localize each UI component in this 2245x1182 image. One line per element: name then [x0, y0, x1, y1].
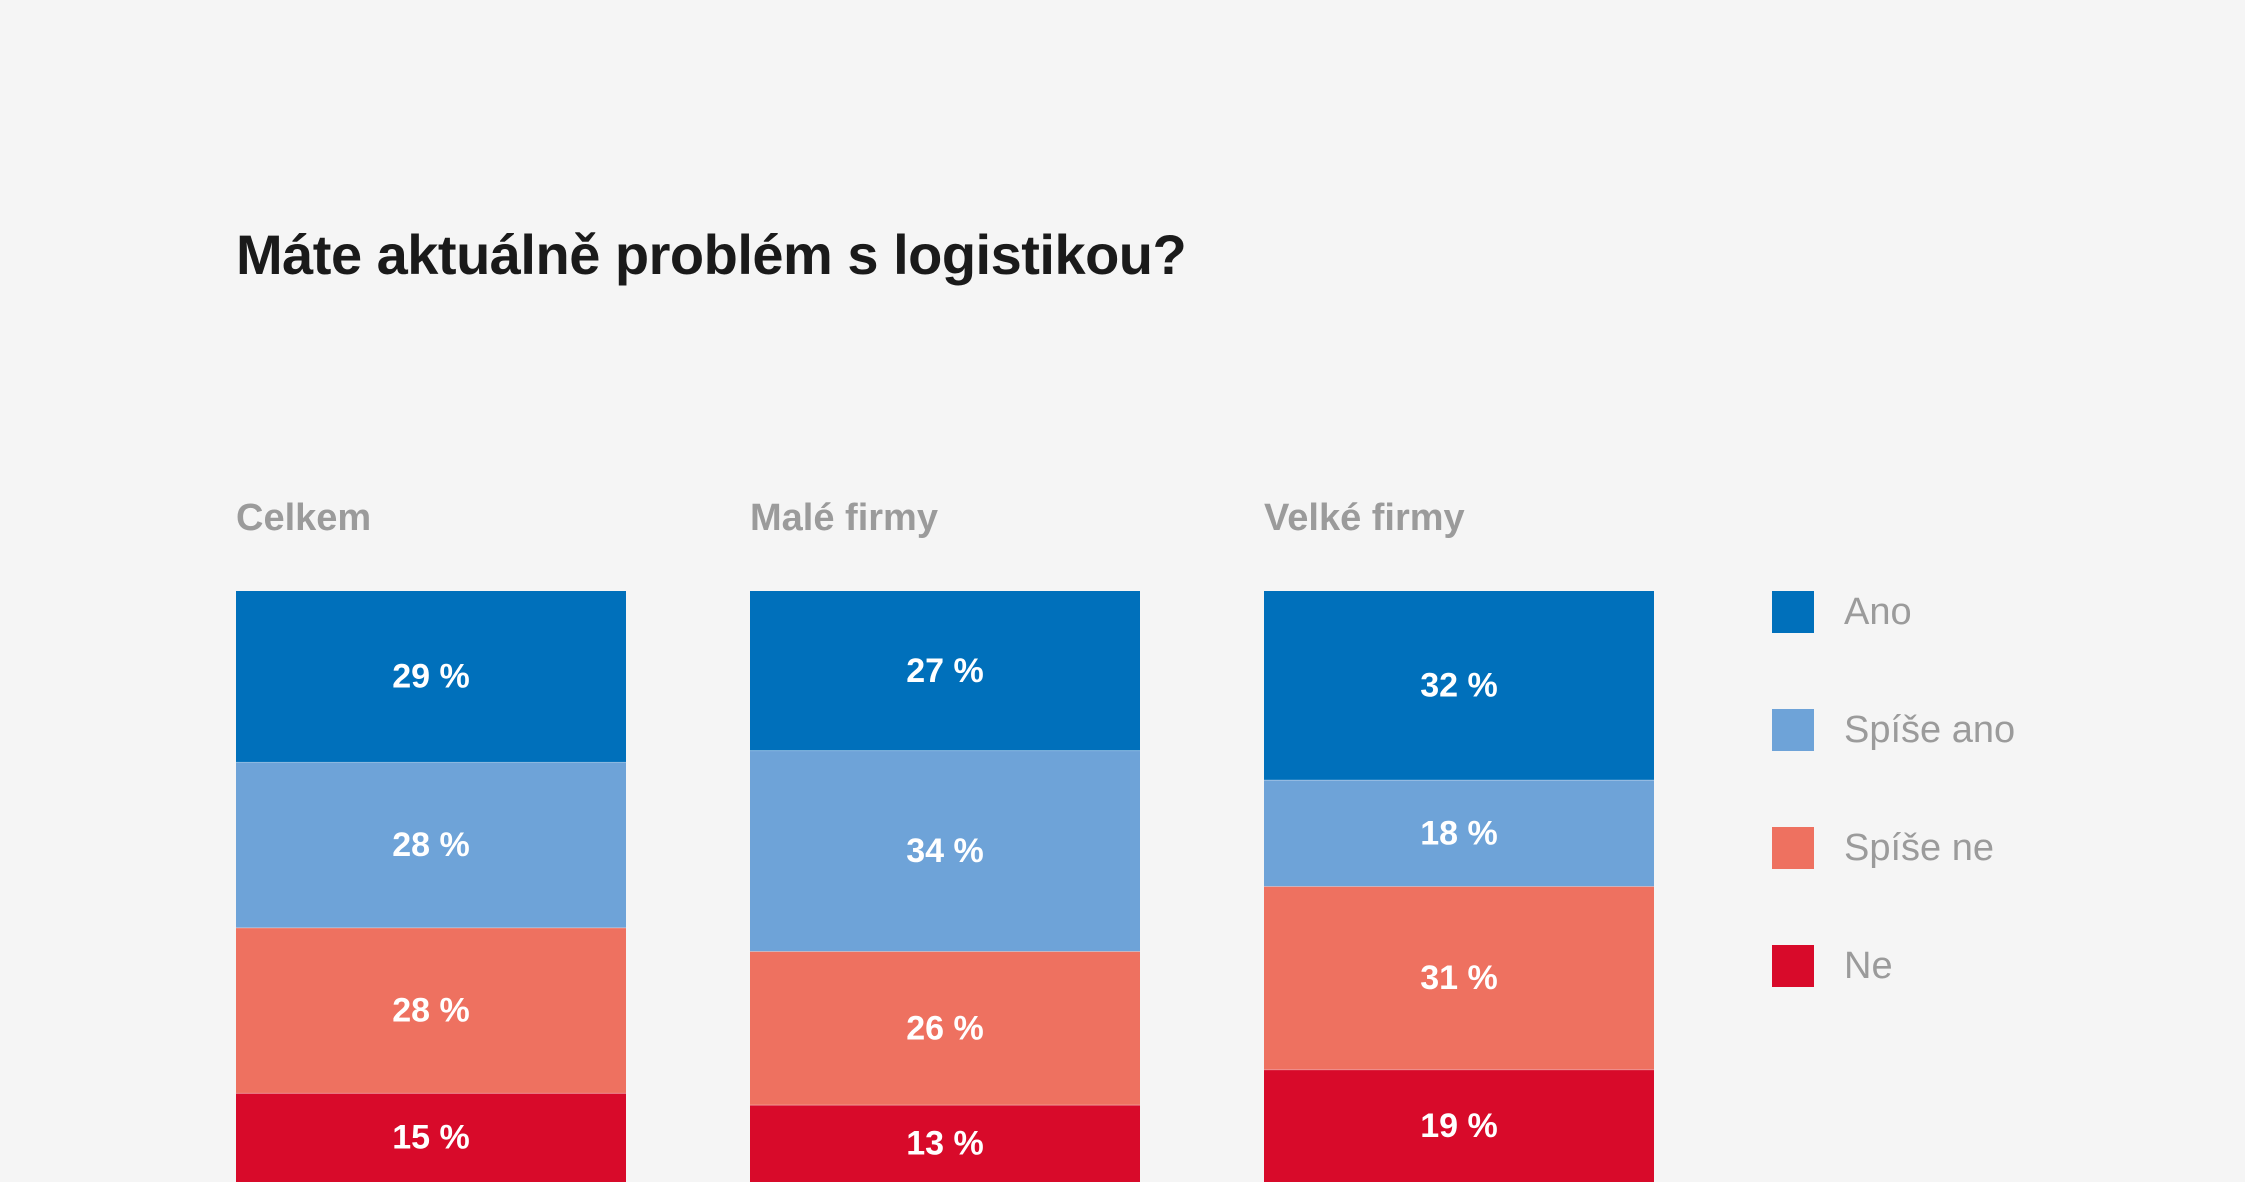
- bar-segment: [750, 591, 1140, 751]
- legend-label: Ano: [1844, 591, 1912, 633]
- legend-swatch: [1772, 709, 1814, 751]
- legend-label: Ne: [1844, 945, 1893, 987]
- chart-title: Máte aktuálně problém s logistikou?: [236, 223, 1187, 286]
- data-label: 29 %: [392, 658, 470, 696]
- data-label: 18 %: [1420, 814, 1498, 852]
- bar-segment: [1264, 1069, 1654, 1182]
- bar-segment: [1264, 886, 1654, 1070]
- bar-segment: [750, 750, 1140, 952]
- data-label: 28 %: [392, 992, 470, 1030]
- legend-swatch: [1772, 945, 1814, 987]
- data-label: 15 %: [392, 1119, 470, 1157]
- bar-segment: [236, 762, 626, 928]
- legend-label: Spíše ne: [1844, 827, 1994, 869]
- bar-segment: [1264, 780, 1654, 887]
- data-label: 27 %: [906, 652, 984, 690]
- data-label: 28 %: [392, 826, 470, 864]
- legend-swatch: [1772, 591, 1814, 633]
- bar-segment: [236, 1093, 626, 1182]
- data-label: 13 %: [906, 1125, 984, 1163]
- data-label: 31 %: [1420, 959, 1498, 997]
- data-label: 32 %: [1420, 667, 1498, 705]
- data-label: 26 %: [906, 1009, 984, 1047]
- bar-segment: [750, 1105, 1140, 1182]
- bar-segment: [236, 591, 626, 763]
- bar-segment: [750, 951, 1140, 1106]
- legend-swatch: [1772, 827, 1814, 869]
- bar-segment: [236, 927, 626, 1094]
- data-label: 34 %: [906, 832, 984, 870]
- category-label: Malé firmy: [750, 497, 938, 539]
- data-label: 19 %: [1420, 1107, 1498, 1145]
- bar-segment: [1264, 591, 1654, 781]
- category-label: Velké firmy: [1264, 497, 1465, 539]
- category-label: Celkem: [236, 497, 371, 539]
- legend-label: Spíše ano: [1844, 709, 2015, 751]
